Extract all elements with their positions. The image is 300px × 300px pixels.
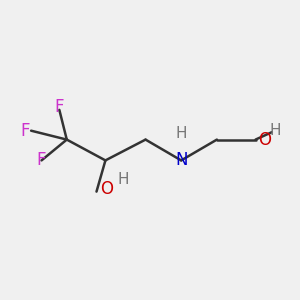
Text: F: F xyxy=(37,152,46,169)
Text: H: H xyxy=(269,123,281,138)
Text: F: F xyxy=(20,122,30,140)
Text: H: H xyxy=(176,126,187,141)
Text: N: N xyxy=(175,152,188,169)
Text: O: O xyxy=(100,180,113,198)
Text: H: H xyxy=(118,172,129,187)
Text: O: O xyxy=(259,130,272,148)
Text: F: F xyxy=(55,98,64,116)
